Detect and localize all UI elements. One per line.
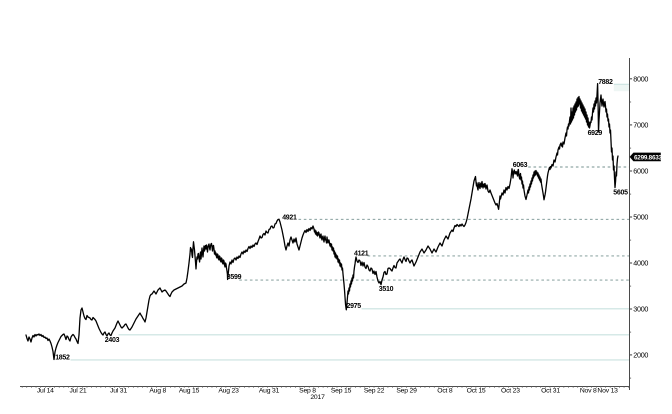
svg-text:6000: 6000 [633, 167, 648, 176]
svg-text:5605: 5605 [613, 190, 628, 197]
svg-text:5000: 5000 [633, 213, 648, 222]
svg-text:6929: 6929 [588, 130, 603, 137]
svg-text:4000: 4000 [633, 259, 648, 268]
svg-text:Jul 31: Jul 31 [110, 387, 127, 394]
svg-text:7882: 7882 [598, 79, 613, 86]
svg-text:2975: 2975 [347, 303, 362, 310]
svg-text:Sep 15: Sep 15 [331, 387, 352, 394]
svg-text:Jul 21: Jul 21 [70, 387, 87, 394]
svg-text:6063: 6063 [513, 162, 528, 169]
svg-text:Oct 15: Oct 15 [467, 387, 486, 394]
svg-text:2017: 2017 [310, 394, 325, 401]
svg-text:Nov 13: Nov 13 [597, 387, 618, 394]
svg-text:Oct 31: Oct 31 [541, 387, 560, 394]
svg-text:2403: 2403 [105, 337, 120, 344]
svg-text:8000: 8000 [633, 74, 648, 83]
svg-text:Aug 31: Aug 31 [259, 387, 280, 394]
svg-text:Sep 29: Sep 29 [396, 387, 417, 394]
svg-text:3000: 3000 [633, 305, 648, 314]
svg-text:Aug 8: Aug 8 [149, 387, 166, 394]
svg-text:Sep 8: Sep 8 [299, 387, 316, 394]
svg-text:4121: 4121 [354, 250, 369, 257]
svg-text:2000: 2000 [633, 351, 648, 360]
svg-text:3599: 3599 [227, 274, 242, 281]
svg-text:4921: 4921 [282, 214, 297, 221]
svg-text:Jul 14: Jul 14 [37, 387, 54, 394]
svg-text:Oct 23: Oct 23 [501, 387, 520, 394]
svg-text:Sep 22: Sep 22 [364, 387, 385, 394]
svg-text:Aug 15: Aug 15 [179, 387, 200, 394]
svg-text:7000: 7000 [633, 121, 648, 130]
svg-text:Aug 23: Aug 23 [218, 387, 239, 394]
svg-text:6299.8633: 6299.8633 [634, 154, 663, 161]
svg-text:Oct 8: Oct 8 [437, 387, 453, 394]
svg-text:1852: 1852 [55, 354, 70, 361]
svg-text:3510: 3510 [379, 286, 394, 293]
svg-text:Nov 8: Nov 8 [580, 387, 597, 394]
